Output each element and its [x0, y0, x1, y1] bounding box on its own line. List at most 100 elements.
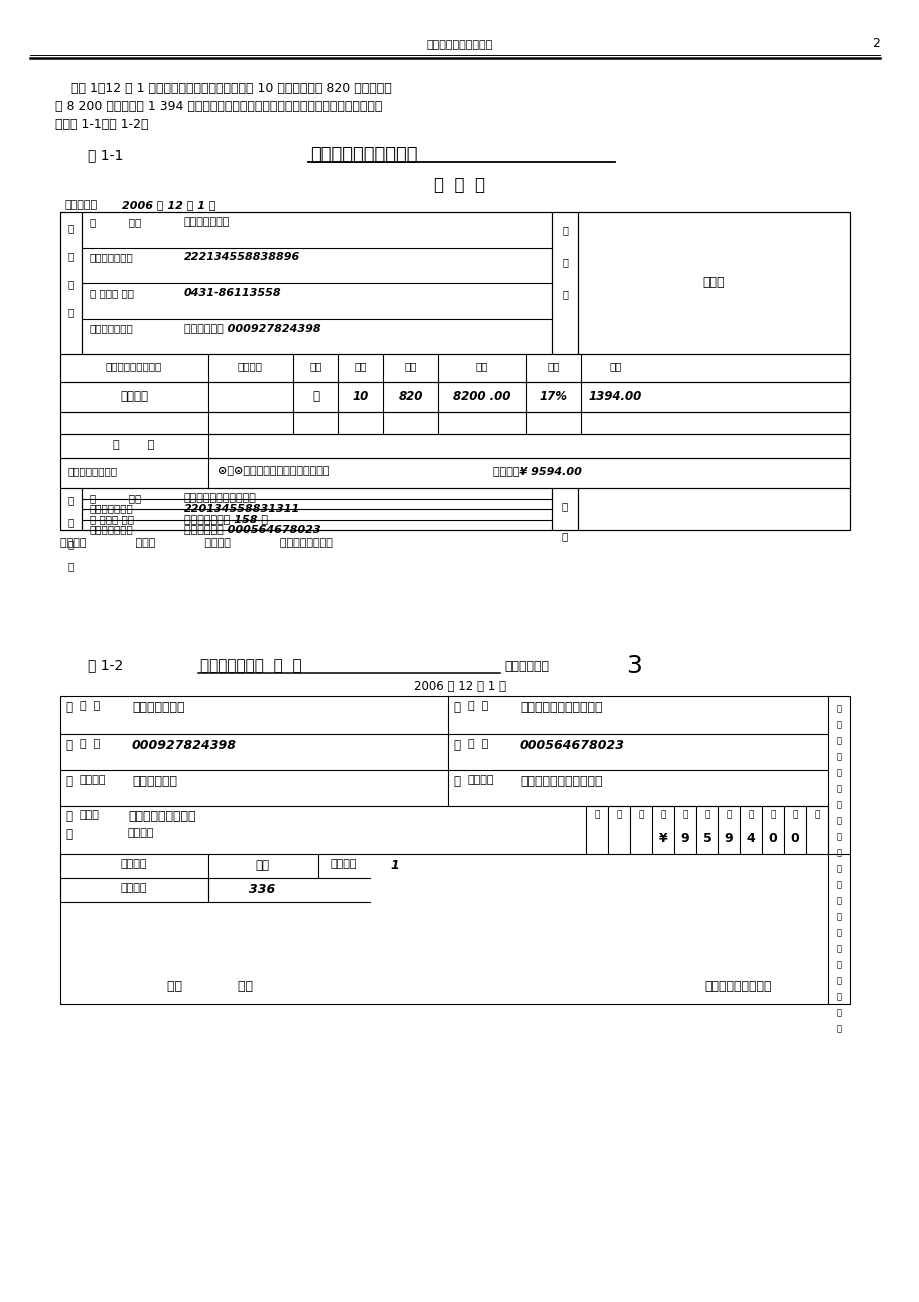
- Text: 220134558831311: 220134558831311: [184, 504, 300, 513]
- Text: 价税合计（大写）: 价税合计（大写）: [68, 466, 118, 477]
- Text: 开户行及账号：: 开户行及账号：: [90, 323, 133, 333]
- Text: 销: 销: [68, 495, 74, 505]
- Text: 知: 知: [835, 1023, 841, 1032]
- Text: 820: 820: [398, 391, 422, 404]
- Text: 行: 行: [835, 848, 841, 857]
- Text: 联: 联: [835, 720, 841, 729]
- Bar: [60, 411, 849, 434]
- Text: 通: 通: [835, 1008, 841, 1017]
- Text: 单价: 单价: [403, 361, 416, 371]
- Text: 17%: 17%: [539, 391, 567, 404]
- Text: 校: 校: [835, 976, 841, 986]
- Text: 炎可宁片: 炎可宁片: [119, 391, 148, 404]
- Bar: [577, 488, 849, 530]
- Text: 计 8 200 元，增值税 1 394 元，收到转账支票一张填写进账单存入银行。其相关原始凭: 计 8 200 元，增值税 1 394 元，收到转账支票一张填写进账单存入银行。…: [55, 100, 382, 113]
- Text: 1: 1: [390, 859, 398, 872]
- Text: 人民币: 人民币: [80, 810, 100, 820]
- Bar: [60, 354, 849, 381]
- Text: 箱: 箱: [312, 391, 319, 404]
- Text: 金: 金: [65, 810, 72, 823]
- Text: 核: 核: [835, 928, 841, 937]
- Text: 工行长春支行 000564678023: 工行长春支行 000564678023: [184, 525, 321, 535]
- Text: 地 址、电 话：: 地 址、电 话：: [90, 288, 134, 298]
- Text: 的: 的: [835, 960, 841, 969]
- Text: 票据张数: 票据张数: [331, 859, 357, 868]
- Text: 复核              记账: 复核 记账: [167, 980, 253, 993]
- Text: 究: 究: [835, 865, 841, 874]
- Text: 336: 336: [249, 883, 275, 896]
- Text: 5: 5: [702, 832, 710, 845]
- Text: 行: 行: [835, 896, 841, 905]
- Text: 长春市利民药店: 长春市利民药店: [131, 700, 185, 713]
- Text: 会计核算岗位技能实训: 会计核算岗位技能实训: [426, 40, 493, 49]
- Text: 后: 后: [835, 992, 841, 1001]
- Text: 支票: 支票: [255, 859, 268, 872]
- Text: 9: 9: [680, 832, 688, 845]
- Text: 长春市利民药店: 长春市利民药店: [184, 217, 230, 227]
- Text: （收账通知）: （收账通知）: [504, 660, 549, 673]
- Text: 额: 额: [65, 828, 72, 841]
- Text: 证见图 1-1、图 1-2：: 证见图 1-1、图 1-2：: [55, 118, 148, 132]
- Text: 2006 年 12 月 1 日: 2006 年 12 月 1 日: [414, 680, 505, 693]
- Text: 全  称: 全 称: [468, 700, 488, 711]
- Text: 分: 分: [813, 810, 819, 819]
- Text: 2: 2: [871, 36, 879, 49]
- Text: 0431-86113558: 0431-86113558: [184, 288, 281, 298]
- Text: 名          称：: 名 称：: [90, 217, 142, 227]
- Text: 纳税人识别号：: 纳税人识别号：: [90, 504, 133, 513]
- Text: 222134558838896: 222134558838896: [184, 253, 300, 263]
- Bar: [60, 434, 849, 458]
- Text: 位: 位: [68, 561, 74, 572]
- Text: 户: 户: [835, 816, 841, 825]
- Text: 吉林省通达有限责任公司: 吉林省通达有限责任公司: [184, 493, 256, 503]
- Text: 百: 百: [638, 810, 643, 819]
- Text: 票: 票: [65, 740, 72, 753]
- Text: 实训 1：12 月 1 日销售给本市利民药店炎可宁片 10 箱，每箱售价 820 元，价款共: 实训 1：12 月 1 日销售给本市利民药店炎可宁片 10 箱，每箱售价 820…: [55, 82, 391, 95]
- Text: 位: 位: [68, 307, 74, 316]
- Text: 长春市人民大街 158 号: 长春市人民大街 158 号: [184, 514, 267, 523]
- Text: 货: 货: [68, 517, 74, 527]
- Text: 单: 单: [68, 279, 74, 289]
- Text: 人: 人: [65, 775, 72, 788]
- Text: 开票日期：: 开票日期：: [65, 201, 98, 210]
- Text: 货: 货: [68, 251, 74, 260]
- Text: 购: 购: [68, 223, 74, 233]
- Text: 全  称: 全 称: [80, 700, 100, 711]
- Text: 0: 0: [789, 832, 799, 845]
- Text: 开户行及账号：: 开户行及账号：: [90, 525, 133, 535]
- Text: 账  号: 账 号: [80, 740, 100, 749]
- Text: 核: 核: [835, 768, 841, 777]
- Text: 开户银行: 开户银行: [80, 775, 107, 785]
- Bar: [551, 488, 577, 530]
- Bar: [60, 381, 849, 411]
- Text: 开: 开: [835, 799, 841, 809]
- Bar: [60, 212, 82, 354]
- Text: 码: 码: [562, 256, 567, 267]
- Text: 开户银行: 开户银行: [468, 775, 494, 785]
- Text: 2006 年 12 月 1 日: 2006 年 12 月 1 日: [122, 201, 215, 210]
- Text: 千: 千: [616, 810, 621, 819]
- Text: 此: 此: [835, 704, 841, 713]
- Text: 注: 注: [562, 531, 568, 542]
- Bar: [60, 488, 82, 530]
- Text: 纳税人识别号：: 纳税人识别号：: [90, 253, 133, 263]
- Text: 8200 .00: 8200 .00: [453, 391, 510, 404]
- Text: 中国工商银行进  账  单: 中国工商银行进 账 单: [199, 658, 301, 673]
- Text: 发: 发: [835, 880, 841, 889]
- Text: （略）: （略）: [702, 276, 724, 289]
- Text: 规格型号: 规格型号: [238, 361, 263, 371]
- Text: ¥: ¥: [658, 832, 666, 845]
- Text: 3: 3: [625, 654, 641, 678]
- Text: 出: 出: [65, 700, 72, 713]
- Text: 人: 人: [835, 944, 841, 953]
- Text: 记  账  联: 记 账 联: [434, 176, 485, 194]
- Text: 收款人：              复核：              开票人：              销货单位（章）：: 收款人： 复核： 开票人： 销货单位（章）：: [60, 538, 333, 548]
- Text: 签: 签: [835, 832, 841, 841]
- Text: 款: 款: [452, 740, 460, 753]
- Text: 建行长春支行 000927824398: 建行长春支行 000927824398: [184, 323, 321, 333]
- Text: 数量: 数量: [354, 361, 367, 371]
- Text: 4: 4: [746, 832, 754, 845]
- Bar: [60, 458, 849, 488]
- Text: 账  号: 账 号: [468, 740, 488, 749]
- Text: 单位: 单位: [309, 361, 322, 371]
